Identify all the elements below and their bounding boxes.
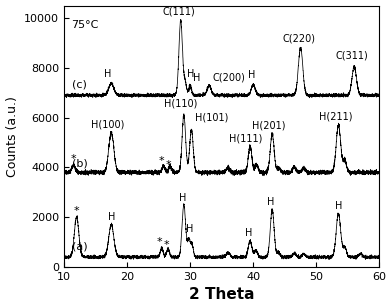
- Text: *: *: [157, 237, 163, 247]
- Text: (a): (a): [72, 241, 87, 252]
- Text: *: *: [74, 205, 80, 216]
- Text: (b): (b): [72, 158, 87, 168]
- Text: H(110): H(110): [164, 99, 198, 109]
- Text: H(211): H(211): [319, 111, 352, 121]
- X-axis label: 2 Theta: 2 Theta: [189, 287, 254, 302]
- Text: *: *: [164, 240, 170, 249]
- Text: C(220): C(220): [282, 34, 315, 43]
- Text: H: H: [179, 193, 186, 203]
- Text: H: H: [104, 69, 112, 79]
- Text: C(311): C(311): [335, 51, 368, 61]
- Text: H(100): H(100): [91, 119, 125, 129]
- Text: *: *: [71, 154, 76, 164]
- Text: C(111): C(111): [162, 6, 195, 16]
- Text: H: H: [187, 225, 194, 234]
- Text: *: *: [166, 160, 172, 170]
- Text: H(111): H(111): [229, 133, 262, 143]
- Text: H: H: [193, 73, 201, 83]
- Text: H: H: [267, 197, 275, 207]
- Text: H(101): H(101): [195, 112, 229, 122]
- Y-axis label: Counts (a.u.): Counts (a.u.): [5, 96, 18, 177]
- Text: H: H: [108, 213, 115, 222]
- Text: *: *: [159, 156, 165, 166]
- Text: H(201): H(201): [252, 120, 286, 130]
- Text: H: H: [245, 228, 252, 238]
- Text: (c): (c): [72, 80, 86, 90]
- Text: H: H: [335, 201, 342, 211]
- Text: C(200): C(200): [213, 73, 246, 83]
- Text: H: H: [248, 70, 256, 80]
- Text: H: H: [187, 69, 194, 79]
- Text: 75°C: 75°C: [72, 20, 99, 30]
